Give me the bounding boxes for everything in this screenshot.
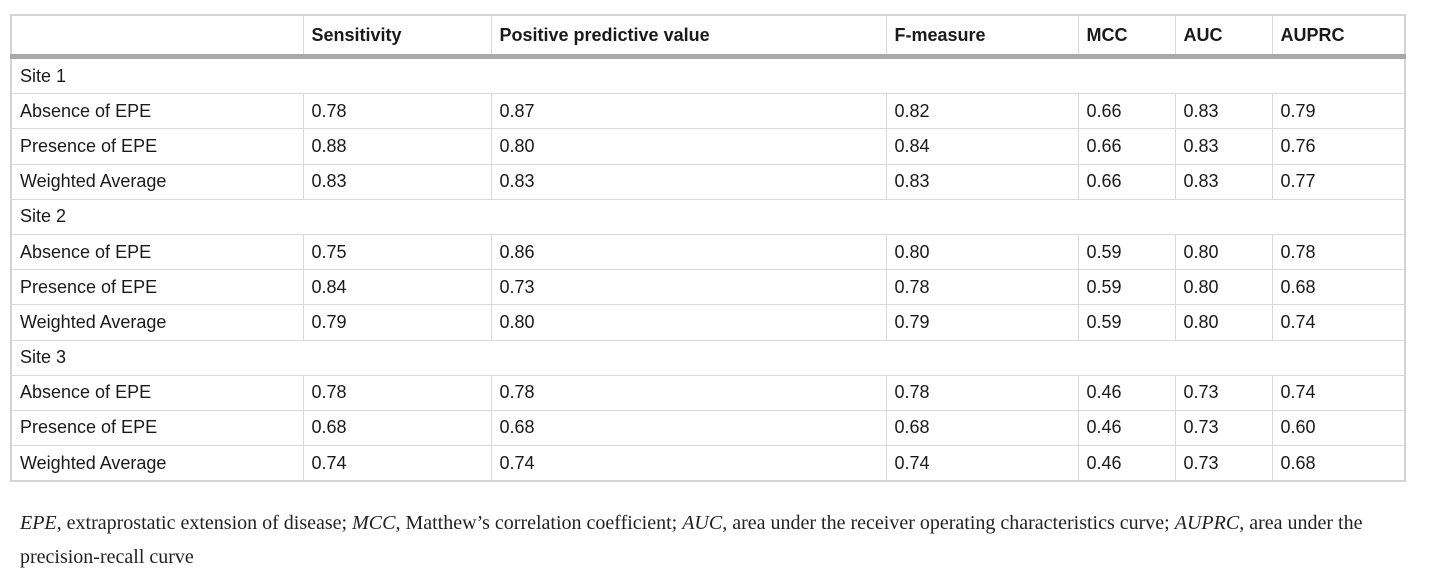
row-label: Presence of EPE	[10, 409, 304, 447]
value-cell: 0.68	[302, 409, 492, 447]
row-label: Weighted Average	[10, 445, 304, 482]
header-cell-mcc: MCC	[1077, 14, 1176, 59]
value-cell: 0.73	[1174, 374, 1273, 411]
value-cell: 0.66	[1077, 163, 1176, 200]
value-cell: 0.68	[490, 409, 887, 447]
row-label: Presence of EPE	[10, 128, 304, 165]
value-cell: 0.83	[302, 163, 492, 200]
value-cell: 0.74	[302, 445, 492, 482]
group-label: Site 1	[10, 55, 1406, 95]
footnote-definition: , extraprostatic extension of disease;	[56, 512, 353, 534]
results-table: Sensitivity Positive predictive value F-…	[10, 14, 1406, 483]
value-cell: 0.79	[885, 304, 1079, 341]
value-cell: 0.66	[1077, 128, 1176, 165]
value-cell: 0.88	[302, 128, 492, 165]
value-cell: 0.73	[1174, 445, 1273, 482]
value-cell: 0.60	[1271, 409, 1406, 447]
footnote-abbreviation: AUC	[682, 512, 723, 534]
value-cell: 0.68	[885, 409, 1079, 447]
table-row: Presence of EPE 0.84 0.73 0.78 0.59 0.80 0.68	[10, 269, 1406, 306]
value-cell: 0.83	[1174, 128, 1273, 165]
value-cell: 0.68	[1271, 445, 1406, 482]
row-label: Absence of EPE	[10, 93, 304, 130]
value-cell: 0.68	[1271, 269, 1406, 306]
value-cell: 0.83	[490, 163, 887, 200]
value-cell: 0.74	[1271, 304, 1406, 341]
value-cell: 0.83	[885, 163, 1079, 200]
table-row: Presence of EPE 0.88 0.80 0.84 0.66 0.83 0.76	[10, 128, 1406, 165]
value-cell: 0.78	[1271, 233, 1406, 271]
footnote-definition: , area under the precision-recall curve	[20, 512, 1363, 568]
header-cell-auprc: AUPRC	[1271, 14, 1406, 59]
value-cell: 0.66	[1077, 93, 1176, 130]
value-cell: 0.84	[302, 269, 492, 306]
value-cell: 0.59	[1077, 233, 1176, 271]
results-table-container: Sensitivity Positive predictive value F-…	[10, 14, 1406, 483]
value-cell: 0.78	[302, 374, 492, 411]
value-cell: 0.73	[1174, 409, 1273, 447]
row-label: Absence of EPE	[10, 374, 304, 411]
value-cell: 0.59	[1077, 304, 1176, 341]
table-row: Weighted Average 0.79 0.80 0.79 0.59 0.80 0.74	[10, 304, 1406, 341]
value-cell: 0.46	[1077, 409, 1176, 447]
value-cell: 0.82	[885, 93, 1079, 130]
header-cell-ppv: Positive predictive value	[490, 14, 887, 59]
value-cell: 0.80	[1174, 233, 1273, 271]
header-row: Sensitivity Positive predictive value F-…	[10, 14, 1406, 59]
value-cell: 0.78	[885, 269, 1079, 306]
value-cell: 0.80	[490, 304, 887, 341]
value-cell: 0.86	[490, 233, 887, 271]
value-cell: 0.77	[1271, 163, 1406, 200]
value-cell: 0.80	[490, 128, 887, 165]
value-cell: 0.74	[490, 445, 887, 482]
table-footnote: EPE, extraprostatic extension of disease…	[20, 506, 1420, 574]
value-cell: 0.80	[885, 233, 1079, 271]
group-row: Site 2	[10, 198, 1406, 235]
value-cell: 0.74	[885, 445, 1079, 482]
row-label: Weighted Average	[10, 163, 304, 200]
value-cell: 0.59	[1077, 269, 1176, 306]
table-row: Presence of EPE 0.68 0.68 0.68 0.46 0.73 0.60	[10, 409, 1406, 447]
footnote-abbreviation: AUPRC	[1174, 512, 1240, 534]
table-row: Absence of EPE 0.75 0.86 0.80 0.59 0.80 0.78	[10, 233, 1406, 271]
value-cell: 0.79	[1271, 93, 1406, 130]
row-label: Presence of EPE	[10, 269, 304, 306]
footnote-definition: , area under the receiver operating char…	[722, 512, 1175, 534]
row-label: Absence of EPE	[10, 233, 304, 271]
table-header: Sensitivity Positive predictive value F-…	[10, 14, 1406, 59]
value-cell: 0.87	[490, 93, 887, 130]
header-cell-corner	[10, 14, 304, 59]
table-row: Weighted Average 0.74 0.74 0.74 0.46 0.73 0.68	[10, 445, 1406, 482]
group-row: Site 1	[10, 55, 1406, 95]
footnote-definition: , Matthew’s correlation coefficient;	[395, 512, 683, 534]
row-label: Weighted Average	[10, 304, 304, 341]
value-cell: 0.76	[1271, 128, 1406, 165]
group-label: Site 3	[10, 339, 1406, 376]
value-cell: 0.78	[302, 93, 492, 130]
header-cell-f-measure: F-measure	[885, 14, 1079, 59]
value-cell: 0.78	[885, 374, 1079, 411]
footnote-abbreviation: MCC	[352, 512, 396, 534]
value-cell: 0.83	[1174, 93, 1273, 130]
footnote-abbreviation: EPE	[20, 512, 57, 534]
table-row: Absence of EPE 0.78 0.87 0.82 0.66 0.83 0.79	[10, 93, 1406, 130]
value-cell: 0.79	[302, 304, 492, 341]
table-body: Site 1 Absence of EPE 0.78 0.87 0.82 0.66 0.83…	[10, 55, 1406, 482]
value-cell: 0.80	[1174, 304, 1273, 341]
header-cell-sensitivity: Sensitivity	[302, 14, 492, 59]
value-cell: 0.46	[1077, 374, 1176, 411]
group-label: Site 2	[10, 198, 1406, 235]
value-cell: 0.83	[1174, 163, 1273, 200]
value-cell: 0.78	[490, 374, 887, 411]
table-row: Absence of EPE 0.78 0.78 0.78 0.46 0.73 0.74	[10, 374, 1406, 411]
value-cell: 0.74	[1271, 374, 1406, 411]
value-cell: 0.80	[1174, 269, 1273, 306]
table-row: Weighted Average 0.83 0.83 0.83 0.66 0.83 0.77	[10, 163, 1406, 200]
value-cell: 0.75	[302, 233, 492, 271]
group-row: Site 3	[10, 339, 1406, 376]
value-cell: 0.84	[885, 128, 1079, 165]
value-cell: 0.73	[490, 269, 887, 306]
value-cell: 0.46	[1077, 445, 1176, 482]
header-cell-auc: AUC	[1174, 14, 1273, 59]
